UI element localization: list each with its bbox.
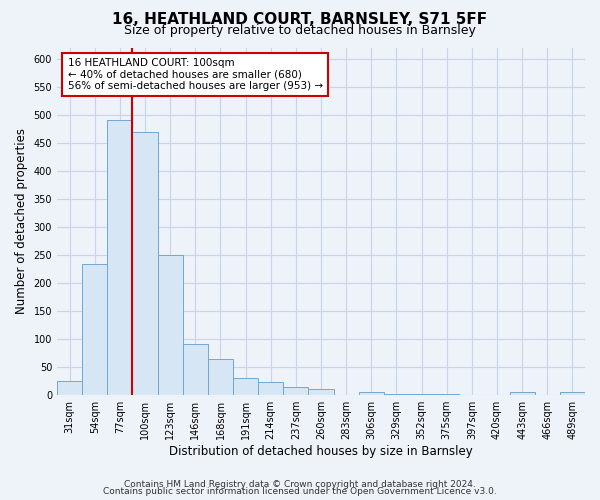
Bar bbox=[560, 392, 585, 394]
Text: 16, HEATHLAND COURT, BARNSLEY, S71 5FF: 16, HEATHLAND COURT, BARNSLEY, S71 5FF bbox=[112, 12, 488, 28]
Bar bbox=[208, 360, 233, 394]
Bar bbox=[283, 388, 308, 394]
Bar bbox=[183, 344, 208, 395]
Bar bbox=[308, 389, 334, 394]
Text: 16 HEATHLAND COURT: 100sqm
← 40% of detached houses are smaller (680)
56% of sem: 16 HEATHLAND COURT: 100sqm ← 40% of deta… bbox=[68, 58, 323, 91]
Bar bbox=[258, 382, 283, 394]
Text: Contains HM Land Registry data © Crown copyright and database right 2024.: Contains HM Land Registry data © Crown c… bbox=[124, 480, 476, 489]
Bar bbox=[82, 264, 107, 394]
Bar bbox=[107, 120, 133, 394]
Y-axis label: Number of detached properties: Number of detached properties bbox=[15, 128, 28, 314]
Text: Size of property relative to detached houses in Barnsley: Size of property relative to detached ho… bbox=[124, 24, 476, 37]
Text: Contains public sector information licensed under the Open Government Licence v3: Contains public sector information licen… bbox=[103, 487, 497, 496]
Bar bbox=[359, 392, 384, 394]
X-axis label: Distribution of detached houses by size in Barnsley: Distribution of detached houses by size … bbox=[169, 444, 473, 458]
Bar bbox=[158, 254, 183, 394]
Bar bbox=[133, 132, 158, 394]
Bar bbox=[57, 380, 82, 394]
Bar bbox=[233, 378, 258, 394]
Bar bbox=[509, 392, 535, 394]
